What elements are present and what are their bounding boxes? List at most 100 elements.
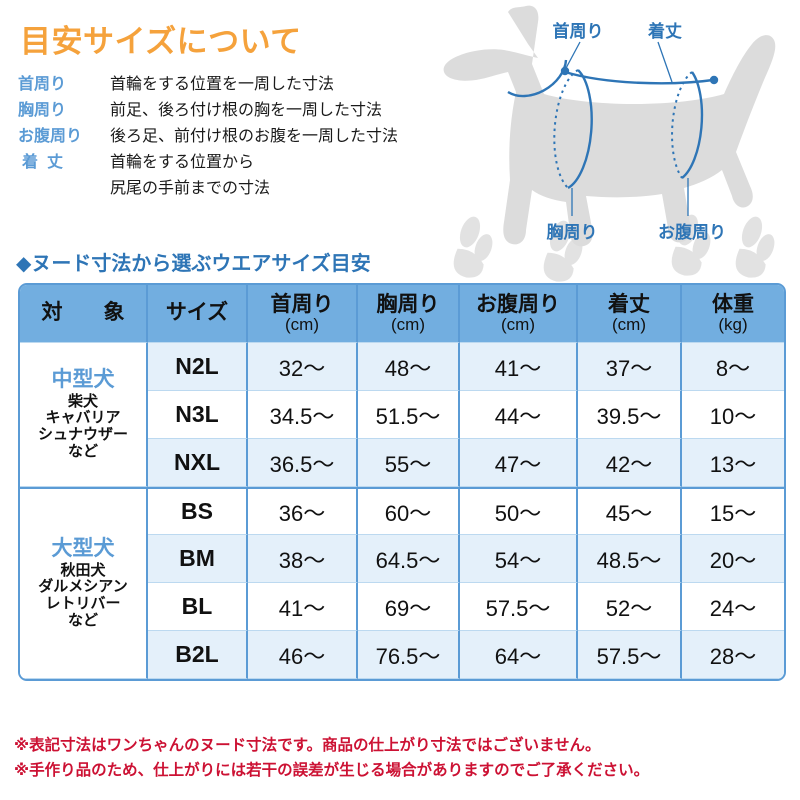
- dog-breed-name: など: [67, 612, 98, 630]
- definition-row: お腹周り 後ろ足、前付け根のお腹を一周した寸法: [18, 124, 448, 150]
- column-header-unit: (cm): [391, 314, 425, 334]
- measurement-cell-length: 39.5〜: [578, 391, 682, 439]
- measurement-cell-belly: 41〜: [460, 343, 578, 391]
- measurement-cell-belly: 47〜: [460, 439, 578, 487]
- size-table-container: 対 象サイズ 首周り (cm) 胸周り (cm) お腹周り (cm) 着丈 (cm) 体重 (kg)…: [18, 283, 786, 681]
- measurement-cell-weight: 13〜: [682, 439, 784, 487]
- definition-line: 後ろ足、前付け根のお腹を一周した寸法: [110, 128, 399, 145]
- size-code-cell: B2L: [148, 631, 248, 679]
- measurement-cell-neck: 36.5〜: [248, 439, 358, 487]
- measurement-cell-belly: 54〜: [460, 535, 578, 583]
- definition-description: 後ろ足、前付け根のお腹を一周した寸法: [110, 124, 398, 150]
- column-header-label: 胸周り: [376, 292, 440, 316]
- definition-term: 着丈: [22, 154, 73, 171]
- dog-breed-name: シュナウザー: [37, 426, 128, 444]
- measurement-cell-chest: 69〜: [358, 583, 460, 631]
- size-code-cell: BM: [148, 535, 248, 583]
- column-header-label: 対 象: [41, 301, 135, 325]
- neck-leader-line: [564, 41, 581, 71]
- definition-row: 胸周り 前足、後ろ付け根の胸を一周した寸法: [18, 98, 448, 124]
- dog-group-cell: 大型犬 秋田犬 ダルメシアン レトリバー など: [20, 487, 148, 679]
- table-body: 中型犬 柴犬 キャバリア シュナウザー など N2L 32〜 48〜 41〜 37〜 8〜 N3L 34…: [20, 343, 784, 679]
- definition-row: 着丈 首輪をする位置から 尻尾の手前までの寸法: [18, 150, 448, 202]
- measurement-cell-length: 48.5〜: [578, 535, 682, 583]
- column-header: お腹周り (cm): [460, 285, 578, 343]
- measurement-cell-length: 37〜: [578, 343, 682, 391]
- dog-breed-name: レトリバー: [45, 595, 121, 613]
- measurement-definitions: 首周り 首輪をする位置を一周した寸法胸周り 前足、後ろ付け根の胸を一周した寸法お腹周…: [18, 72, 448, 202]
- measurement-cell-weight: 8〜: [682, 343, 784, 391]
- footnote: ※手作り品のため、仕上がりには若干の誤差が生じる場合がありますのでご了承ください…: [14, 762, 650, 779]
- measurement-cell-weight: 15〜: [682, 487, 784, 535]
- size-code-cell: BL: [148, 583, 248, 631]
- size-code-cell: NXL: [148, 439, 248, 487]
- column-header: 体重 (kg): [682, 285, 784, 343]
- column-header-label: 着丈: [608, 292, 650, 316]
- measurement-cell-neck: 46〜: [248, 631, 358, 679]
- belly-measure-ellipse: [671, 71, 704, 179]
- dog-breed-name: キャバリア: [45, 409, 121, 427]
- definition-description: 首輪をする位置を一周した寸法: [110, 72, 334, 98]
- dog-silhouette: [443, 5, 776, 247]
- page-title: 目安サイズについて: [20, 24, 302, 59]
- footnote: ※表記寸法はワンちゃんのヌード寸法です。商品の仕上がり寸法ではございません。: [14, 737, 601, 754]
- dog-group-title: 大型犬: [51, 537, 115, 561]
- column-header-label: サイズ: [165, 301, 229, 325]
- size-code-cell: N2L: [148, 343, 248, 391]
- table-row: BL 41〜 69〜 57.5〜 52〜 24〜: [20, 583, 784, 631]
- dog-breed-name: など: [67, 443, 98, 461]
- column-header: 胸周り (cm): [358, 285, 460, 343]
- column-header-label: 体重: [712, 292, 754, 316]
- dog-breed-name: 秋田犬: [60, 561, 106, 579]
- measurement-cell-chest: 55〜: [358, 439, 460, 487]
- definition-description: 首輪をする位置から 尻尾の手前までの寸法: [110, 150, 270, 202]
- table-row: NXL 36.5〜 55〜 47〜 42〜 13〜: [20, 439, 784, 487]
- column-header: サイズ: [148, 285, 248, 343]
- table-header: 対 象サイズ 首周り (cm) 胸周り (cm) お腹周り (cm) 着丈 (cm) 体重 (kg): [20, 285, 784, 343]
- column-header-label: 首周り: [270, 292, 334, 316]
- dog-group-title: 中型犬: [51, 368, 115, 392]
- footnotes: ※表記寸法はワンちゃんのヌード寸法です。商品の仕上がり寸法ではございません。 ※手…: [14, 733, 794, 783]
- definition-row: 首周り 首輪をする位置を一周した寸法: [18, 72, 448, 98]
- measurement-cell-weight: 24〜: [682, 583, 784, 631]
- measurement-cell-length: 57.5〜: [578, 631, 682, 679]
- chest-measure-ellipse: [553, 69, 593, 190]
- dog-group-cell: 中型犬 柴犬 キャバリア シュナウザー など: [20, 343, 148, 487]
- length-leader-line: [657, 41, 673, 83]
- definition-term: お腹周り: [18, 128, 83, 145]
- column-header: 着丈 (cm): [578, 285, 682, 343]
- definition-line: 首輪をする位置を一周した寸法: [110, 76, 335, 93]
- measurement-cell-length: 45〜: [578, 487, 682, 535]
- size-code-cell: N3L: [148, 391, 248, 439]
- measurement-cell-length: 52〜: [578, 583, 682, 631]
- column-header-unit: (cm): [501, 314, 535, 334]
- measurement-cell-neck: 34.5〜: [248, 391, 358, 439]
- table-header-row: 対 象サイズ 首周り (cm) 胸周り (cm) お腹周り (cm) 着丈 (cm) 体重 (kg): [20, 285, 784, 343]
- column-header-unit: (cm): [285, 314, 319, 334]
- definition-line: 尻尾の手前までの寸法: [110, 180, 271, 197]
- table-row: 大型犬 秋田犬 ダルメシアン レトリバー など BS 36〜 60〜 50〜 45〜 15〜: [20, 487, 784, 679]
- column-header: 首周り (cm): [248, 285, 358, 343]
- size-code-cell: BS: [148, 487, 248, 535]
- measurement-cell-chest: 51.5〜: [358, 391, 460, 439]
- measurement-cell-belly: 57.5〜: [460, 583, 578, 631]
- measurement-cell-belly: 50〜: [460, 487, 578, 535]
- size-chart-table: 対 象サイズ 首周り (cm) 胸周り (cm) お腹周り (cm) 着丈 (cm) 体重 (kg)…: [18, 283, 786, 681]
- definition-term: 首周り: [18, 76, 67, 93]
- dog-breed-name: 柴犬: [67, 392, 98, 410]
- table-heading: ◆ヌード寸法から選ぶウエアサイズ目安: [16, 253, 371, 275]
- definition-term: 胸周り: [18, 102, 67, 119]
- definition-line: 前足、後ろ付け根の胸を一周した寸法: [110, 102, 383, 119]
- measurement-cell-weight: 28〜: [682, 631, 784, 679]
- measurement-cell-chest: 60〜: [358, 487, 460, 535]
- dog-breed-name: ダルメシアン: [38, 578, 128, 596]
- dog-measurement-diagram: 首周り 着丈 胸周り お腹周り: [443, 5, 776, 247]
- measurement-cell-neck: 36〜: [248, 487, 358, 535]
- measurement-cell-chest: 76.5〜: [358, 631, 460, 679]
- measurement-cell-weight: 20〜: [682, 535, 784, 583]
- definition-description: 前足、後ろ付け根の胸を一周した寸法: [110, 98, 382, 124]
- measurement-cell-neck: 38〜: [248, 535, 358, 583]
- measurement-cell-neck: 32〜: [248, 343, 358, 391]
- column-header: 対 象: [20, 285, 148, 343]
